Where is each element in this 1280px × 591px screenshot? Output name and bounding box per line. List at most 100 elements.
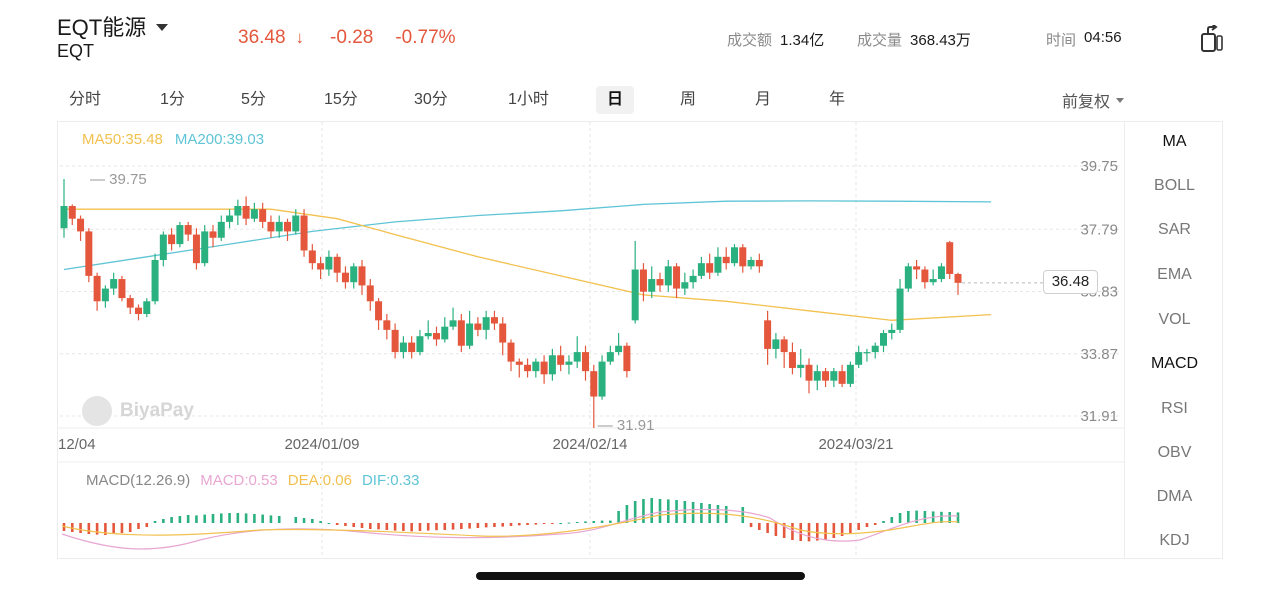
indicator-vol[interactable]: VOL (1158, 311, 1191, 328)
macd-bar (691, 502, 695, 523)
macd-bar (774, 523, 778, 536)
macd-bar (658, 499, 662, 523)
candle (673, 263, 681, 299)
macd-bar (675, 500, 678, 523)
candle (813, 364, 821, 391)
candle (904, 263, 912, 292)
tab-period-1hour[interactable]: 1小时 (508, 91, 549, 108)
adjust-label[interactable]: 前复权 (1062, 94, 1111, 111)
candle (399, 336, 407, 359)
macd-bar (501, 523, 505, 527)
macd-bar (592, 521, 596, 523)
tab-period-30min[interactable]: 30分 (414, 91, 448, 108)
price-change: -0.28 (330, 27, 374, 48)
macd-bar (766, 523, 769, 533)
candle (317, 256, 325, 280)
candle (242, 196, 250, 226)
indicator-macd[interactable]: MACD (1150, 355, 1199, 372)
stock-selector[interactable]: EQT能源 (57, 10, 169, 42)
candle (598, 355, 606, 400)
tab-period-month[interactable]: 月 (755, 91, 772, 108)
candle (350, 263, 358, 289)
candle (747, 256, 755, 270)
candle (623, 342, 631, 378)
home-indicator[interactable] (476, 572, 805, 580)
adjust-selector[interactable]: 前复权 (1062, 88, 1125, 112)
tab-period-day[interactable]: 日 (596, 86, 634, 114)
macd-bar (857, 523, 860, 530)
macd-bar (344, 523, 347, 526)
caret-down-icon[interactable] (156, 23, 169, 31)
candle (101, 285, 109, 308)
macd-bar (633, 501, 637, 523)
candle (466, 310, 474, 349)
indicator-ma[interactable]: MA (1162, 133, 1187, 150)
macd-value: MACD:0.53 (200, 472, 278, 489)
candle (184, 221, 192, 241)
candle (408, 336, 416, 359)
tab-period-1min[interactable]: 1分 (160, 91, 185, 108)
macd-bar (476, 523, 480, 528)
quote-header: EQT能源 EQT 36.48 ↓ -0.28 -0.77% 成交额 1.34亿… (0, 0, 1280, 72)
x-tick-label: 2024/02/14 (552, 436, 627, 453)
candle (383, 313, 391, 340)
macd-bar (377, 523, 380, 530)
candle (548, 348, 556, 381)
candles (60, 179, 962, 428)
candle (524, 358, 532, 378)
macd-bar (517, 523, 521, 526)
candle (217, 215, 225, 241)
indicator-dma[interactable]: DMA (1156, 488, 1193, 505)
candle (937, 263, 945, 283)
candle (582, 345, 589, 381)
indicator-rsi[interactable]: RSI (1161, 400, 1188, 417)
tab-period-year[interactable]: 年 (829, 91, 846, 108)
candle (416, 329, 424, 356)
indicator-boll[interactable]: BOLL (1154, 177, 1195, 194)
macd-bar (261, 514, 264, 523)
x-tick-label: 12/04 (58, 436, 96, 453)
macd-bar (327, 523, 331, 524)
candle (846, 361, 854, 388)
macd-bar (493, 523, 496, 527)
candle (896, 279, 904, 334)
macd-bar (335, 523, 339, 525)
candle (308, 244, 316, 270)
macd-bar (873, 523, 877, 525)
share-icon[interactable] (1199, 25, 1225, 53)
candle (135, 304, 142, 321)
macd-bar (815, 523, 819, 541)
dea-value: DEA:0.06 (287, 472, 352, 489)
indicator-kdj[interactable]: KDJ (1159, 532, 1190, 549)
candle (722, 247, 730, 270)
macd-bar (128, 523, 132, 532)
candle (424, 320, 432, 340)
macd-bar (882, 521, 885, 523)
indicator-sar[interactable]: SAR (1158, 221, 1191, 238)
indicator-obv[interactable]: OBV (1157, 444, 1192, 461)
y-tick-label: 37.79 (1080, 221, 1118, 238)
tab-period-week[interactable]: 周 (680, 91, 697, 108)
macd-bar (915, 510, 918, 523)
candle (474, 317, 482, 337)
candle (755, 253, 763, 273)
watermark-text: BiyaPay (120, 400, 194, 421)
tab-period-15min[interactable]: 15分 (324, 91, 358, 108)
candle (573, 336, 581, 368)
candle (126, 294, 134, 314)
stock-name[interactable]: EQT能源 (57, 15, 147, 40)
candle (60, 179, 68, 238)
macd-bar (567, 522, 571, 524)
tab-period-5min[interactable]: 5分 (241, 91, 266, 108)
macd-bar (542, 523, 546, 524)
tab-period-intraday[interactable]: 分时 (69, 91, 102, 108)
macd-bar (484, 523, 488, 528)
low-marker: — 31.91 (598, 417, 655, 434)
macd-bar (385, 523, 389, 530)
caret-down-icon[interactable] (1116, 97, 1125, 103)
macd-bar (352, 523, 356, 527)
candle (507, 339, 515, 372)
macd-bar (228, 513, 231, 523)
indicator-ema[interactable]: EMA (1157, 266, 1192, 283)
